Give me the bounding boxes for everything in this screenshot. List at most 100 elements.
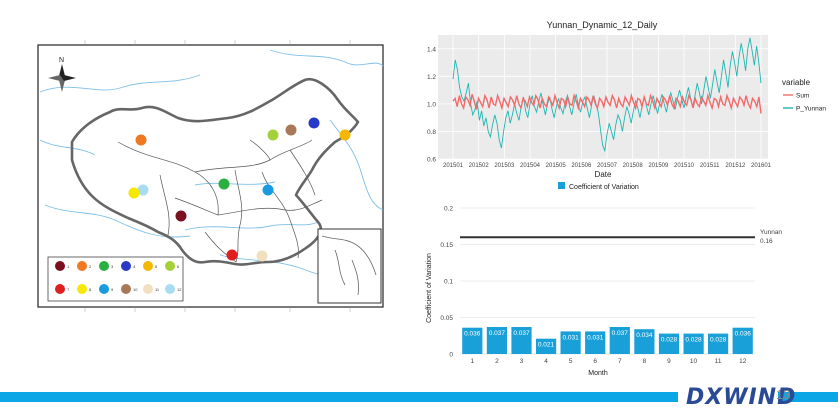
site-marker xyxy=(308,117,320,129)
line-x-tick-label: 201502 xyxy=(469,163,490,169)
legend-marker xyxy=(55,284,65,294)
line-y-tick-label: 1.4 xyxy=(427,46,436,53)
map-panel: N 1 2 3 4 5 6 7 8 9 10 11 12 xyxy=(0,0,420,330)
south-china-sea-inset xyxy=(317,228,382,304)
map-graticule-ticks xyxy=(84,40,351,312)
line-x-tick-label: 201511 xyxy=(700,163,720,169)
line-legend: Sum P_Yunnan xyxy=(783,93,826,113)
legend-marker-label: 9 xyxy=(111,287,114,292)
site-marker xyxy=(218,178,230,190)
site-marker xyxy=(226,249,238,261)
line-y-tick-label: 0.8 xyxy=(427,129,436,136)
bar-x-tick-label: 3 xyxy=(520,358,524,365)
bar-value-label: 0.037 xyxy=(513,330,530,337)
legend-marker xyxy=(99,261,109,271)
bar-x-tick-label: 5 xyxy=(569,358,573,365)
bar-month-8 xyxy=(634,329,655,354)
legend-marker-label: 3 xyxy=(111,264,114,269)
china-map: N 1 2 3 4 5 67 8 9 10 11 12 xyxy=(37,40,384,312)
reference-line-value: 0.16 xyxy=(760,238,773,245)
bar-y-tick-label: 0.15 xyxy=(440,242,453,249)
bar-month-11 xyxy=(708,333,729,354)
line-x-tick-label: 201508 xyxy=(623,163,644,169)
legend-marker-label: 12 xyxy=(177,287,182,292)
legend-marker-label: 1 xyxy=(67,264,70,269)
line-x-tick-label: 201505 xyxy=(546,163,567,169)
legend-marker-label: 2 xyxy=(89,264,92,269)
legend-marker xyxy=(121,284,131,294)
line-x-tick-label: 201512 xyxy=(725,163,746,169)
legend-marker-label: 5 xyxy=(155,264,158,269)
legend-marker xyxy=(99,284,109,294)
site-marker xyxy=(285,124,297,136)
compass-label: N xyxy=(59,57,64,64)
bar-month-10 xyxy=(683,333,704,354)
site-marker xyxy=(339,129,351,141)
bar-month-2 xyxy=(486,327,507,354)
bar-value-label: 0.028 xyxy=(710,337,727,344)
site-marker xyxy=(267,129,279,141)
bar-value-label: 0.034 xyxy=(636,332,653,339)
bar-month-6 xyxy=(585,331,606,354)
line-x-tick-label: 201509 xyxy=(648,163,669,169)
bar-month-3 xyxy=(511,327,532,354)
legend-marker xyxy=(77,284,87,294)
line-legend-title: variable xyxy=(782,78,811,87)
bar-y-tick-label: 0 xyxy=(449,352,453,359)
line-series-sum xyxy=(452,92,762,114)
bar-value-label: 0.037 xyxy=(612,330,629,337)
bar-month-4 xyxy=(536,338,557,354)
bar-y-axis-label: Coefficient of Variation xyxy=(426,253,433,323)
line-x-axis-label: Date xyxy=(595,170,612,179)
legend-marker xyxy=(143,284,153,294)
bar-month-12 xyxy=(732,327,753,354)
reference-line-label: Yunnan xyxy=(760,229,782,236)
bar-month-5 xyxy=(560,331,581,354)
site-marker xyxy=(175,210,187,222)
line-chart: Yunnan_Dynamic_12_Daily 0.60.81.01.21.4 … xyxy=(427,20,826,179)
line-x-tick-label: 201601 xyxy=(751,163,772,169)
line-x-tick-label: 201510 xyxy=(674,163,695,169)
legend-marker-label: 4 xyxy=(133,264,136,269)
bar-month-9 xyxy=(658,333,680,354)
bar-x-tick-label: 7 xyxy=(618,358,622,365)
bar-x-tick-label: 8 xyxy=(643,358,647,365)
footer-brand-background xyxy=(678,386,778,412)
line-y-tick-label: 1.2 xyxy=(427,74,436,81)
bar-x-tick-label: 9 xyxy=(667,358,671,365)
bar-value-label: 0.021 xyxy=(538,342,555,349)
line-chart-panel: Yunnan_Dynamic_12_Daily 0.6 0.8 1.0 1.2 1.4 … xyxy=(425,15,838,180)
legend-marker-label: 10 xyxy=(133,287,138,292)
line-y-tick-label: 1.0 xyxy=(427,101,436,108)
page-number: 13 xyxy=(776,387,791,402)
footer-bar xyxy=(0,392,838,402)
bar-month-1 xyxy=(462,327,483,354)
bar-x-tick-label: 4 xyxy=(544,358,548,365)
line-x-tick-label: 201501 xyxy=(443,163,464,169)
site-marker xyxy=(256,250,268,262)
legend-marker-label: 8 xyxy=(89,287,92,292)
bar-value-label: 0.037 xyxy=(489,330,506,337)
north-arrow-icon: N xyxy=(48,57,76,92)
bar-legend-label: Coefficient of Variation xyxy=(569,184,639,191)
line-x-tick-label: 201506 xyxy=(571,163,592,169)
site-marker xyxy=(128,187,140,199)
legend-marker xyxy=(55,261,65,271)
bar-x-tick-label: 6 xyxy=(593,358,597,365)
legend-marker-label: 11 xyxy=(155,287,160,292)
site-markers xyxy=(128,117,351,262)
line-legend-label: Sum xyxy=(796,93,809,100)
bar-x-tick-label: 2 xyxy=(495,358,499,365)
line-series-p-yunnan xyxy=(452,37,762,153)
bar-x-axis-label: Month xyxy=(588,370,608,377)
bar-legend-swatch xyxy=(558,182,565,189)
site-marker xyxy=(135,134,147,146)
bar-value-label: 0.036 xyxy=(735,331,752,338)
bar-month-7 xyxy=(609,327,630,354)
bar-y-tick-label: 0.1 xyxy=(444,279,453,286)
line-x-tick-label: 201503 xyxy=(494,163,515,169)
bar-chart-panel: Coefficient of Variation 0 0.05 0.1 0.15 0.2… xyxy=(420,178,838,380)
line-plot-background xyxy=(438,35,768,159)
legend-marker-label: 7 xyxy=(67,287,70,292)
bar-value-label: 0.028 xyxy=(685,337,702,344)
